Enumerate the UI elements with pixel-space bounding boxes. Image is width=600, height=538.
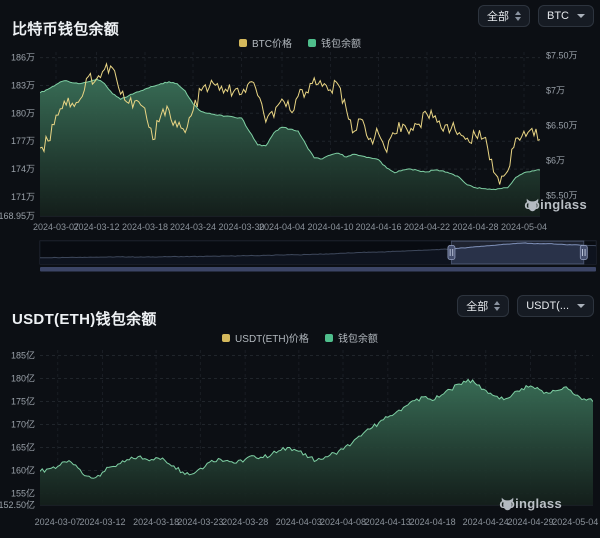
svg-text:175亿: 175亿 bbox=[11, 396, 35, 407]
chevron-down-icon bbox=[577, 14, 585, 18]
svg-text:168.95万: 168.95万 bbox=[0, 211, 35, 221]
legend-item-usdt-price[interactable]: USDT(ETH)价格 bbox=[222, 330, 309, 345]
navigator-scrollbar[interactable] bbox=[40, 267, 596, 272]
symbol-select-label: BTC bbox=[547, 10, 569, 22]
legend-label-price: BTC价格 bbox=[252, 39, 292, 50]
svg-text:$7万: $7万 bbox=[546, 86, 565, 96]
svg-text:160亿: 160亿 bbox=[11, 465, 35, 476]
symbol-select-label: USDT(... bbox=[526, 300, 569, 312]
svg-text:2024-05-04: 2024-05-04 bbox=[552, 517, 598, 527]
svg-text:165亿: 165亿 bbox=[11, 442, 35, 453]
svg-text:$5.50万: $5.50万 bbox=[546, 191, 578, 201]
symbol-select-btc[interactable]: BTC bbox=[538, 5, 594, 27]
usdt-legend: USDT(ETH)价格 钱包余额 bbox=[0, 330, 600, 345]
svg-text:2024-04-16: 2024-04-16 bbox=[355, 222, 401, 232]
panel-usdt-wallet-balance: USDT(ETH)钱包余额 全部 USDT(... USDT(ETH)价格 钱包… bbox=[0, 290, 600, 538]
range-select-label: 全部 bbox=[466, 301, 489, 313]
legend-label-balance: 钱包余额 bbox=[321, 39, 361, 50]
legend-swatch-price bbox=[222, 333, 231, 342]
svg-text:2024-03-28: 2024-03-28 bbox=[222, 517, 268, 527]
range-navigator[interactable] bbox=[0, 238, 600, 273]
watermark: coinglass bbox=[499, 496, 562, 511]
svg-text:$6.50万: $6.50万 bbox=[546, 121, 578, 131]
coinglass-bull-icon bbox=[527, 198, 539, 211]
btc-legend: BTC价格 钱包余额 bbox=[0, 35, 600, 50]
usdt-controls: 全部 USDT(... bbox=[457, 295, 594, 317]
svg-text:$6万: $6万 bbox=[546, 156, 565, 166]
nav-handle-left[interactable] bbox=[447, 245, 456, 260]
navigator-body[interactable] bbox=[39, 240, 597, 272]
range-select-btc[interactable]: 全部 bbox=[478, 5, 530, 27]
series bbox=[40, 61, 540, 216]
btc-controls: 全部 BTC bbox=[478, 5, 594, 27]
nav-handle-right[interactable] bbox=[579, 245, 588, 260]
svg-text:152.50亿: 152.50亿 bbox=[0, 499, 35, 510]
svg-text:2024-04-04: 2024-04-04 bbox=[259, 222, 305, 232]
svg-text:2024-03-18: 2024-03-18 bbox=[122, 222, 168, 232]
svg-text:2024-05-04: 2024-05-04 bbox=[501, 222, 547, 232]
legend-item-btc-price[interactable]: BTC价格 bbox=[239, 35, 292, 50]
svg-text:2024-04-03: 2024-04-03 bbox=[276, 517, 322, 527]
watermark: coinglass bbox=[524, 197, 587, 212]
legend-item-usdt-balance[interactable]: 钱包余额 bbox=[324, 330, 378, 345]
svg-text:183万: 183万 bbox=[11, 81, 35, 91]
legend-swatch-price bbox=[239, 38, 247, 47]
navigator-selected-range[interactable] bbox=[450, 240, 585, 265]
watermark-text: coinglass bbox=[524, 197, 587, 212]
page-title-btc: 比特币钱包余额 bbox=[12, 21, 120, 39]
legend-label-balance: 钱包余额 bbox=[337, 334, 378, 345]
symbol-select-usdt[interactable]: USDT(... bbox=[517, 295, 594, 317]
page-title-usdt: USDT(ETH)钱包余额 bbox=[12, 311, 157, 329]
range-select-label: 全部 bbox=[487, 11, 509, 23]
svg-text:2024-03-30: 2024-03-30 bbox=[218, 222, 264, 232]
svg-text:186万: 186万 bbox=[11, 53, 35, 63]
watermark-text: coinglass bbox=[499, 496, 562, 511]
svg-text:2024-04-28: 2024-04-28 bbox=[452, 222, 498, 232]
sort-arrows-icon bbox=[515, 11, 521, 21]
coinglass-bull-icon bbox=[502, 497, 514, 510]
sort-arrows-icon bbox=[494, 301, 501, 311]
svg-text:2024-04-24: 2024-04-24 bbox=[463, 517, 509, 527]
svg-text:2024-03-07: 2024-03-07 bbox=[33, 222, 79, 232]
svg-text:177万: 177万 bbox=[11, 136, 35, 146]
svg-text:2024-04-08: 2024-04-08 bbox=[320, 517, 366, 527]
svg-text:$7.50万: $7.50万 bbox=[546, 51, 578, 61]
svg-text:2024-03-24: 2024-03-24 bbox=[170, 222, 216, 232]
svg-text:2024-04-13: 2024-04-13 bbox=[365, 517, 411, 527]
chevron-down-icon bbox=[577, 304, 585, 308]
svg-text:2024-04-18: 2024-04-18 bbox=[410, 517, 456, 527]
range-select-usdt[interactable]: 全部 bbox=[457, 295, 510, 317]
legend-swatch-balance bbox=[308, 38, 316, 47]
svg-text:2024-03-12: 2024-03-12 bbox=[73, 222, 119, 232]
svg-text:2024-03-18: 2024-03-18 bbox=[133, 517, 179, 527]
svg-text:174万: 174万 bbox=[11, 164, 35, 174]
panel-btc-wallet-balance: 比特币钱包余额 全部 BTC BTC价格 钱包余额 2024-03-07 2024… bbox=[0, 5, 600, 273]
svg-text:2024-04-22: 2024-04-22 bbox=[404, 222, 450, 232]
svg-text:2024-04-10: 2024-04-10 bbox=[307, 222, 353, 232]
series bbox=[40, 378, 593, 505]
svg-text:180亿: 180亿 bbox=[11, 373, 35, 384]
svg-text:185亿: 185亿 bbox=[11, 350, 35, 361]
navigator-unselected-left[interactable] bbox=[40, 241, 452, 264]
svg-text:170亿: 170亿 bbox=[11, 419, 35, 430]
svg-text:2024-04-29: 2024-04-29 bbox=[507, 517, 553, 527]
legend-swatch-balance bbox=[324, 333, 333, 342]
legend-label-price: USDT(ETH)价格 bbox=[235, 334, 309, 345]
svg-text:2024-03-12: 2024-03-12 bbox=[79, 517, 125, 527]
svg-text:171万: 171万 bbox=[11, 192, 35, 202]
svg-text:2024-03-23: 2024-03-23 bbox=[177, 517, 223, 527]
svg-text:180万: 180万 bbox=[11, 108, 35, 118]
legend-item-btc-balance[interactable]: 钱包余额 bbox=[308, 35, 361, 50]
svg-text:2024-03-07: 2024-03-07 bbox=[35, 517, 81, 527]
svg-text:155亿: 155亿 bbox=[11, 488, 35, 499]
